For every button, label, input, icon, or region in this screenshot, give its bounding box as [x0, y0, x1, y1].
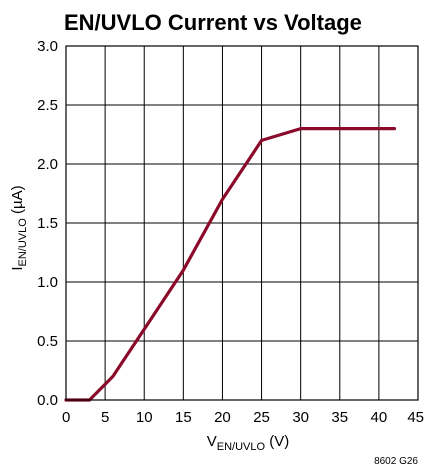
- y-tick-label: 3.0: [37, 38, 58, 55]
- x-axis-label-main: V: [207, 433, 217, 450]
- y-tick-label: 0.5: [37, 333, 58, 350]
- x-tick-label: 40: [371, 409, 388, 426]
- x-tick-label: 10: [136, 409, 153, 426]
- y-axis-label-main: I: [9, 266, 26, 270]
- grid-lines: [65, 45, 419, 401]
- figure-code: 8602 G26: [374, 456, 418, 467]
- y-tick-labels: 0.0 0.5 1.0 1.5 2.0 2.5 3.0: [37, 38, 58, 409]
- y-tick-label: 1.5: [37, 215, 58, 232]
- series-line: [64, 127, 397, 402]
- x-axis-label-subscript: EN/UVLO: [217, 441, 266, 453]
- x-tick-label: 15: [175, 409, 192, 426]
- x-tick-labels: 0 5 10 15 20 25 30 35 40 45: [62, 409, 424, 426]
- x-axis-label: VEN/UVLO (V): [207, 433, 289, 453]
- x-tick-label: 0: [62, 409, 70, 426]
- x-tick-label: 35: [331, 409, 348, 426]
- y-tick-label: 0.0: [37, 392, 58, 409]
- x-axis-label-unit: (V): [265, 433, 289, 450]
- x-tick-label: 20: [214, 409, 231, 426]
- y-tick-label: 2.5: [37, 97, 58, 114]
- series-group: [64, 127, 397, 402]
- x-tick-label: 45: [407, 409, 424, 426]
- y-tick-label: 2.0: [37, 156, 58, 173]
- y-tick-label: 1.0: [37, 274, 58, 291]
- y-axis-label-subscript: EN/UVLO: [17, 218, 29, 267]
- x-tick-label: 25: [253, 409, 270, 426]
- y-axis-label-unit: (µA): [9, 185, 26, 218]
- plot-frame: [65, 45, 419, 401]
- x-tick-label: 5: [101, 409, 109, 426]
- y-axis-label: IEN/UVLO (µA): [9, 185, 29, 270]
- x-tick-label: 30: [292, 409, 309, 426]
- chart-title: EN/UVLO Current vs Voltage: [64, 10, 362, 35]
